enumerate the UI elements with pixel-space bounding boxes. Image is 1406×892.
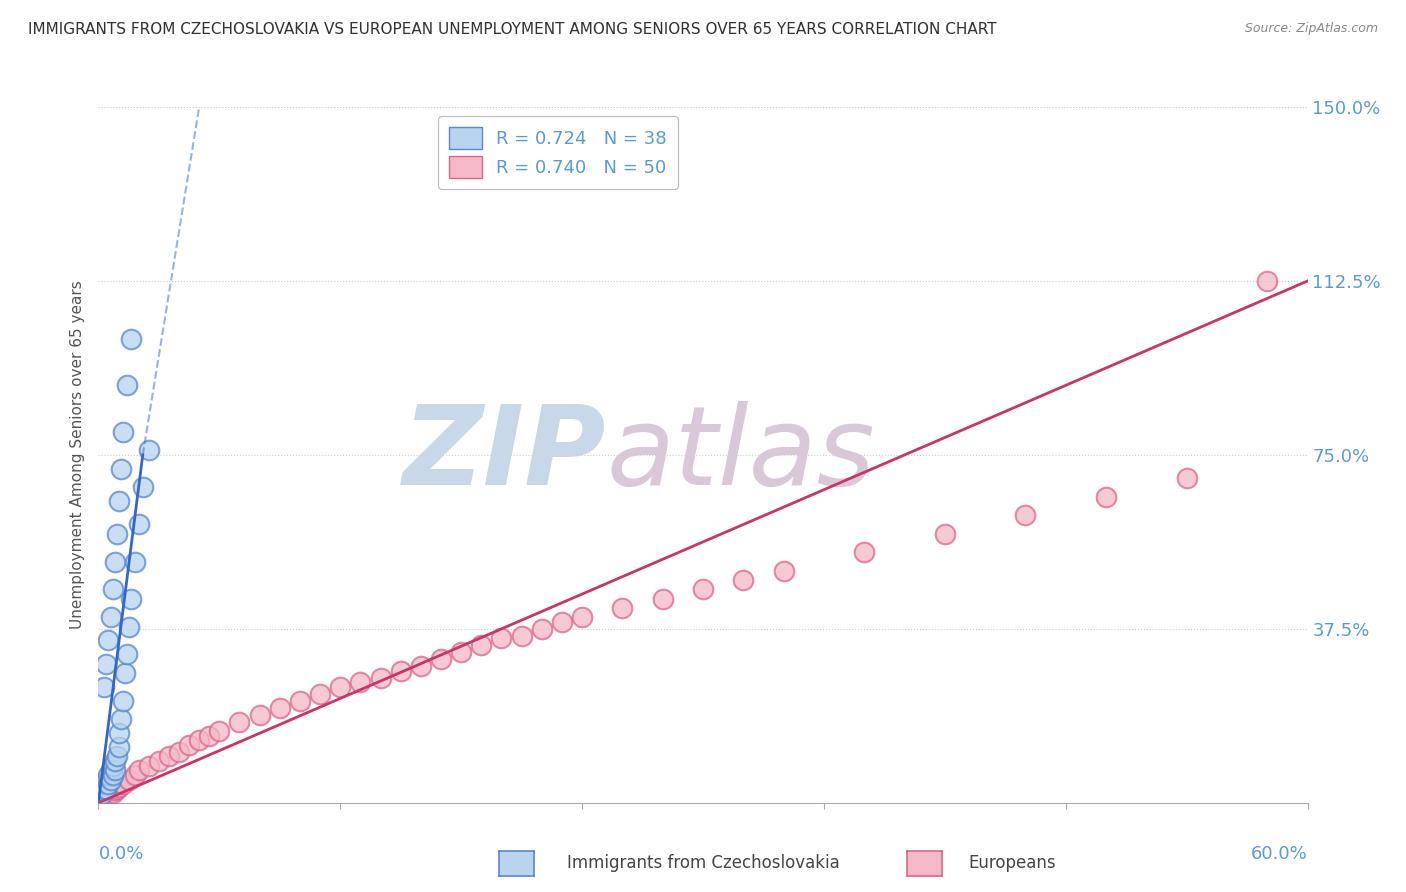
Point	[97, 768, 120, 782]
Text: 0.0%: 0.0%	[98, 845, 143, 863]
Point	[118, 619, 141, 633]
Point	[101, 768, 124, 782]
Point	[91, 791, 114, 805]
Text: Source: ZipAtlas.com: Source: ZipAtlas.com	[1244, 22, 1378, 36]
Point	[188, 733, 211, 747]
Point	[115, 378, 138, 392]
Point	[103, 782, 125, 797]
Point	[107, 726, 129, 740]
Point	[111, 777, 134, 791]
Point	[309, 687, 332, 701]
Y-axis label: Unemployment Among Seniors over 65 years: Unemployment Among Seniors over 65 years	[69, 281, 84, 629]
Point	[692, 582, 714, 597]
Point	[1014, 508, 1036, 523]
Text: Immigrants from Czechoslovakia: Immigrants from Czechoslovakia	[567, 855, 839, 872]
Point	[198, 729, 221, 743]
Point	[110, 462, 132, 476]
Point	[97, 788, 120, 802]
Point	[1175, 471, 1198, 485]
Point	[120, 332, 142, 346]
Point	[249, 707, 271, 722]
Point	[132, 480, 155, 494]
Point	[772, 564, 794, 578]
Point	[269, 700, 291, 714]
Point	[124, 768, 146, 782]
Point	[96, 657, 118, 671]
Point	[96, 781, 118, 796]
Point	[208, 723, 231, 738]
Point	[370, 671, 392, 685]
Text: 60.0%: 60.0%	[1251, 845, 1308, 863]
Point	[103, 754, 125, 768]
Point	[551, 615, 574, 629]
Point	[96, 772, 118, 787]
Point	[93, 680, 115, 694]
Point	[101, 758, 124, 772]
Point	[853, 545, 876, 559]
Point	[389, 664, 412, 678]
Point	[120, 591, 142, 606]
Point	[510, 629, 533, 643]
Point	[128, 517, 150, 532]
Point	[470, 638, 492, 652]
Point	[228, 714, 250, 729]
Point	[93, 777, 115, 791]
Text: atlas: atlas	[606, 401, 875, 508]
Point	[97, 777, 120, 791]
Text: ZIP: ZIP	[402, 401, 606, 508]
Point	[612, 601, 634, 615]
Point	[103, 764, 125, 778]
Point	[105, 749, 128, 764]
Point	[107, 494, 129, 508]
Point	[105, 781, 128, 796]
Point	[288, 694, 311, 708]
Point	[111, 694, 134, 708]
Point	[138, 758, 160, 772]
Legend: R = 0.724   N = 38, R = 0.740   N = 50: R = 0.724 N = 38, R = 0.740 N = 50	[439, 116, 678, 189]
Point	[107, 780, 129, 794]
Point	[329, 680, 352, 694]
Point	[530, 622, 553, 636]
Point	[93, 781, 115, 796]
Point	[91, 787, 114, 801]
Point	[110, 712, 132, 726]
Point	[450, 645, 472, 659]
Point	[1256, 274, 1278, 288]
Point	[100, 610, 122, 624]
Text: Europeans: Europeans	[969, 855, 1056, 872]
Point	[124, 555, 146, 569]
Point	[409, 659, 432, 673]
Point	[491, 631, 513, 645]
Point	[1095, 490, 1118, 504]
Point	[100, 784, 122, 798]
Point	[100, 764, 122, 778]
Point	[101, 786, 124, 800]
Point	[93, 789, 115, 803]
Point	[100, 772, 122, 787]
Point	[115, 648, 138, 662]
Point	[128, 764, 150, 778]
Point	[167, 745, 190, 759]
Point	[177, 738, 201, 752]
Point	[571, 610, 593, 624]
Point	[138, 443, 160, 458]
Point	[97, 633, 120, 648]
Point	[105, 526, 128, 541]
Point	[96, 787, 118, 801]
Point	[157, 749, 180, 764]
Text: IMMIGRANTS FROM CZECHOSLOVAKIA VS EUROPEAN UNEMPLOYMENT AMONG SENIORS OVER 65 YE: IMMIGRANTS FROM CZECHOSLOVAKIA VS EUROPE…	[28, 22, 997, 37]
Point	[103, 555, 125, 569]
Point	[148, 754, 170, 768]
Point	[111, 425, 134, 439]
Point	[114, 665, 136, 680]
Point	[107, 740, 129, 755]
Point	[349, 675, 371, 690]
Point	[934, 526, 956, 541]
Point	[101, 582, 124, 597]
Point	[733, 573, 755, 587]
Point	[430, 652, 453, 666]
Point	[651, 591, 673, 606]
Point	[118, 772, 141, 787]
